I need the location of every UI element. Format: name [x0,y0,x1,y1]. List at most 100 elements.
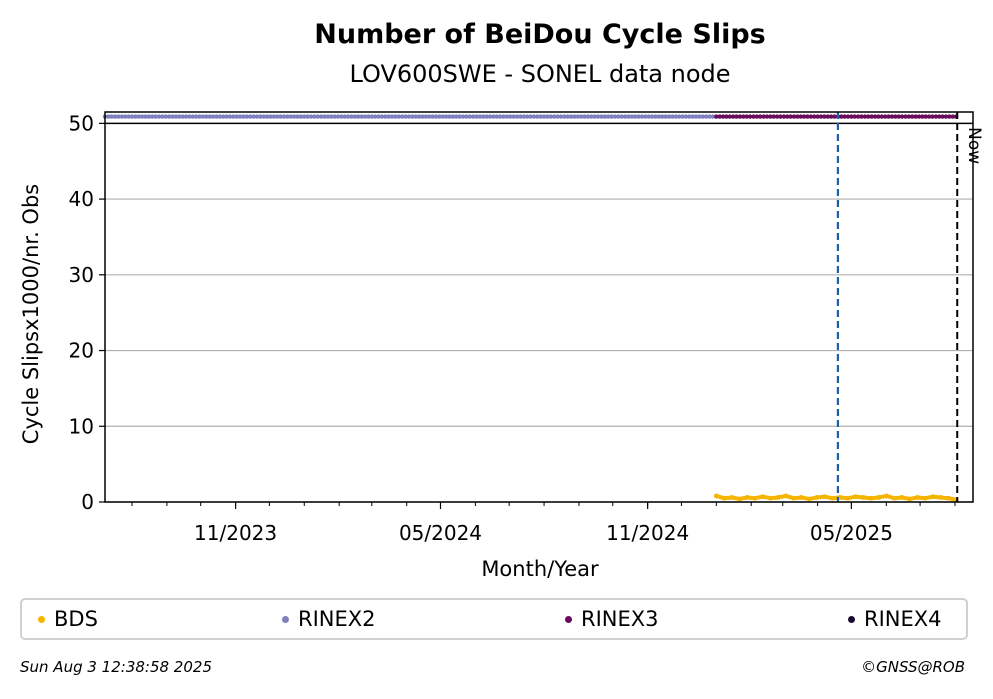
rinex2-point [457,114,462,119]
rinex2-point [579,114,584,119]
rinex3-point [893,114,898,119]
rinex2-point [504,114,510,119]
rinex3-point [761,114,766,119]
rinex2-point [656,114,662,119]
rinex2-point [190,114,196,119]
rinex2-point [548,114,554,119]
rinex3-point [859,114,864,119]
rinex2-point [464,114,469,119]
rinex2-point [295,114,300,119]
rinex3-point [812,114,817,119]
rinex2-point [474,114,479,119]
rinex2-point [362,114,368,119]
rinex2-point [126,114,131,119]
rinex2-point [680,114,685,119]
rinex2-point [447,114,452,119]
bds-point [814,495,820,500]
rinex2-point [609,114,614,119]
chart-title: Number of BeiDou Cycle Slips [314,19,765,50]
rinex2-point [524,114,530,119]
rinex2-point [197,114,202,119]
rinex2-point [224,114,229,119]
bds-point [860,495,866,500]
rinex2-point [599,114,604,119]
x-tick-label: 11/2023 [194,521,277,545]
rinex2-point [379,114,385,119]
rinex3-point [849,114,854,119]
rinex3-point [920,114,925,119]
bds-point [853,494,858,500]
bds-point [799,495,804,500]
rinex2-point [393,114,398,119]
rinex2-point [602,114,608,119]
footer-credit: ©GNSS@ROB [861,658,965,676]
rinex3-point [933,114,939,119]
rinex2-point [592,114,597,119]
now-label: Now [964,127,984,164]
legend-item-bds: BDS [38,607,98,631]
rinex2-point [112,114,118,119]
rinex3-point [828,114,834,119]
rinex3-point [937,114,942,119]
rinex2-point [308,114,314,119]
bds-point [775,495,781,500]
rinex2-point [541,114,547,119]
rinex3-point [714,114,719,119]
rinex3-point [758,114,763,119]
grid [105,122,973,503]
rinex2-point [484,114,489,119]
rinex2-point [626,114,631,119]
rinex2-marker-icon [282,615,289,623]
rinex2-point [589,114,594,119]
rinex2-point [298,114,304,119]
rinex2-point [582,114,587,119]
rinex2-point [440,114,445,119]
rinex2-point [268,114,273,119]
rinex3-point [764,114,770,119]
rinex3-point [943,114,949,119]
rinex2-point [501,114,506,119]
rinex2-point [139,114,145,119]
rinex2-point [264,114,270,119]
rinex2-point [227,114,233,119]
legend-label: RINEX2 [298,607,376,631]
rinex2-point [312,114,317,119]
rinex2-point [649,114,655,119]
rinex2-point [146,114,152,119]
rinex2-point [244,114,250,119]
rinex2-point [217,114,223,119]
rinex3-point [882,114,888,119]
rinex3-point [724,114,729,119]
rinex2-point [163,114,168,119]
rinex2-point [302,114,307,119]
rinex2-point [214,114,219,119]
x-tick-label: 05/2024 [399,521,482,545]
rinex2-point [531,114,537,119]
rinex2-point [248,114,253,119]
rinex2-point [487,114,493,119]
rinex2-point [207,114,212,119]
rinex2-point [322,114,327,119]
rinex2-point [595,114,601,119]
rinex2-point [332,114,337,119]
rinex2-point [690,114,695,119]
rinex3-point [798,114,803,119]
rinex2-point [481,114,486,119]
rinex3-point [795,114,800,119]
rinex3-point [791,114,797,119]
rinex3-point [842,114,847,119]
rinex3-point [727,114,733,119]
rinex2-point [508,114,513,119]
rinex2-point [275,114,280,119]
rinex3-point [916,114,922,119]
rinex2-point [622,114,628,119]
bds-point [744,495,750,500]
y-tick-label: 40 [69,187,94,211]
rinex2-point [345,114,351,119]
rinex3-point [741,114,746,119]
y-tick-label: 30 [69,263,94,287]
rinex3-point [862,114,868,119]
rinex2-point [173,114,179,119]
series-layer [102,114,959,503]
rinex2-point [342,114,347,119]
